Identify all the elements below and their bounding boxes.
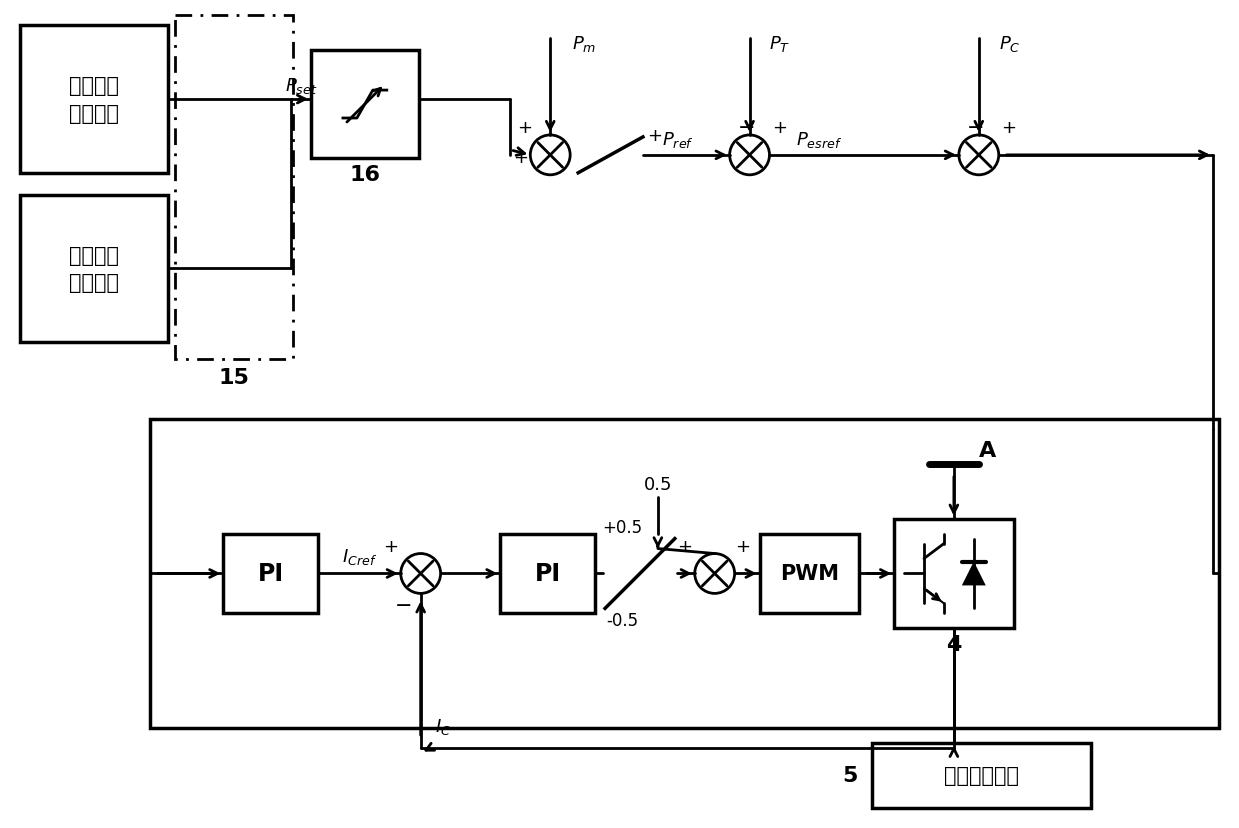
Text: 16: 16 <box>349 165 380 185</box>
Text: $I_{Cref}$: $I_{Cref}$ <box>342 546 377 566</box>
Text: 预测模块: 预测模块 <box>69 104 119 124</box>
Text: PWM: PWM <box>779 564 839 584</box>
Text: $P_{esref}$: $P_{esref}$ <box>797 130 843 150</box>
Bar <box>895 519 1014 628</box>
Text: 风电功率: 风电功率 <box>69 76 119 96</box>
Text: +: + <box>772 119 787 137</box>
Text: $P_T$: $P_T$ <box>769 34 790 54</box>
Text: $I_C$: $I_C$ <box>435 716 451 736</box>
Text: -0.5: -0.5 <box>606 612 638 629</box>
Text: +: + <box>513 149 528 166</box>
Text: 出力指令: 出力指令 <box>69 273 119 293</box>
Polygon shape <box>961 562 986 585</box>
Text: $-$: $-$ <box>966 116 984 136</box>
Text: 电网调度: 电网调度 <box>69 245 119 265</box>
Text: $-$: $-$ <box>394 594 411 614</box>
Bar <box>20 195 167 343</box>
Text: $P_C$: $P_C$ <box>999 34 1021 54</box>
Text: 0.5: 0.5 <box>643 475 672 493</box>
Text: PI: PI <box>258 561 284 585</box>
Bar <box>150 420 1219 728</box>
Text: +0.5: +0.5 <box>602 518 642 536</box>
Text: +: + <box>678 537 693 555</box>
Text: 第一储能设备: 第一储能设备 <box>944 765 1020 785</box>
Text: 5: 5 <box>843 765 857 785</box>
Text: PI: PI <box>535 561 561 585</box>
Text: $P_m$: $P_m$ <box>572 34 596 54</box>
Text: +: + <box>1001 119 1016 137</box>
Bar <box>176 17 294 359</box>
Text: +: + <box>648 127 663 145</box>
Bar <box>223 534 318 614</box>
Bar <box>760 534 859 614</box>
Bar <box>501 534 595 614</box>
Text: 15: 15 <box>219 368 250 388</box>
Text: $-$: $-$ <box>737 116 755 136</box>
Text: 4: 4 <box>947 634 961 654</box>
Bar <box>20 26 167 174</box>
Text: $P_{set}$: $P_{set}$ <box>285 76 317 96</box>
Bar <box>311 51 419 159</box>
Bar <box>872 743 1092 807</box>
Text: $P_{ref}$: $P_{ref}$ <box>662 130 694 150</box>
Text: +: + <box>735 537 750 555</box>
Text: +: + <box>383 537 398 555</box>
Text: A: A <box>979 440 996 460</box>
Text: +: + <box>517 119 532 137</box>
